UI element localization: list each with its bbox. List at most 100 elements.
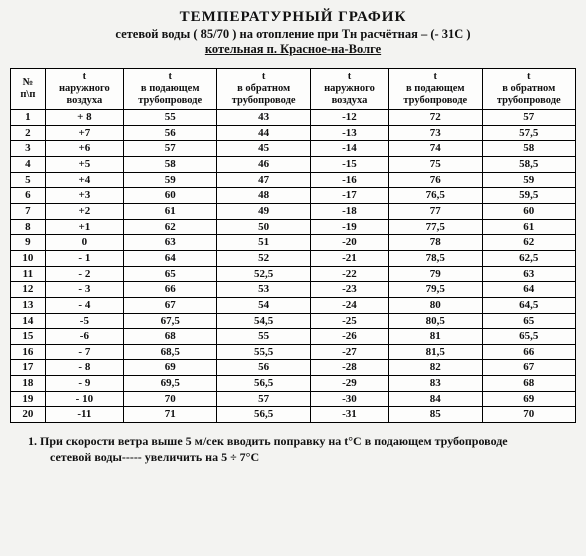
table-body: 1+ 85543-1272572+75644-137357,53+65745-1… [11,110,576,423]
table-row: 906351-207862 [11,235,576,251]
table-row: 11- 26552,5-227963 [11,266,576,282]
table-cell: 13 [11,297,46,313]
table-cell: 59 [123,172,216,188]
table-cell: 78,5 [389,250,482,266]
table-cell: 57 [123,141,216,157]
table-cell: 67,5 [123,313,216,329]
table-cell: 73 [389,125,482,141]
table-cell: 72 [389,110,482,126]
col-header: tнаружноговоздуха [310,69,388,110]
table-cell: 74 [389,141,482,157]
table-cell: -23 [310,282,388,298]
subtitle-line-1: сетевой воды ( 85/70 ) на отопление при … [10,27,576,43]
table-cell: 79,5 [389,282,482,298]
table-cell: 51 [217,235,310,251]
table-cell: 15 [11,329,46,345]
table-row: 16- 768,555,5-2781,566 [11,344,576,360]
table-cell: 54,5 [217,313,310,329]
table-cell: +5 [45,157,123,173]
table-cell: 65 [123,266,216,282]
table-cell: 62 [482,235,575,251]
table-cell: 55 [123,110,216,126]
table-cell: 7 [11,204,46,220]
table-cell: 84 [389,391,482,407]
table-cell: 64 [123,250,216,266]
table-header-row: №п\п tнаружноговоздуха tв подающемтрубоп… [11,69,576,110]
table-row: 13- 46754-248064,5 [11,297,576,313]
table-cell: -11 [45,407,123,423]
table-cell: 60 [482,204,575,220]
table-cell: -21 [310,250,388,266]
table-cell: 56,5 [217,407,310,423]
col-header: tнаружноговоздуха [45,69,123,110]
col-header: tв подающемтрубопроводе [123,69,216,110]
table-cell: 58,5 [482,157,575,173]
table-cell: -17 [310,188,388,204]
table-cell: 5 [11,172,46,188]
table-cell: 69 [123,360,216,376]
table-cell: 80 [389,297,482,313]
table-cell: -6 [45,329,123,345]
col-header: tв обратномтрубопроводе [217,69,310,110]
table-cell: 49 [217,204,310,220]
table-cell: 12 [11,282,46,298]
table-cell: - 2 [45,266,123,282]
table-cell: 11 [11,266,46,282]
table-cell: -13 [310,125,388,141]
table-cell: 55,5 [217,344,310,360]
table-cell: 71 [123,407,216,423]
table-cell: -14 [310,141,388,157]
table-cell: 66 [482,344,575,360]
table-cell: 62,5 [482,250,575,266]
table-cell: +7 [45,125,123,141]
table-cell: 80,5 [389,313,482,329]
table-cell: 76,5 [389,188,482,204]
table-cell: - 10 [45,391,123,407]
table-cell: 83 [389,376,482,392]
table-cell: +6 [45,141,123,157]
table-cell: 64,5 [482,297,575,313]
table-cell: 4 [11,157,46,173]
table-cell: -5 [45,313,123,329]
table-cell: - 8 [45,360,123,376]
table-cell: +3 [45,188,123,204]
table-cell: -28 [310,360,388,376]
table-cell: 81 [389,329,482,345]
table-cell: 52 [217,250,310,266]
table-cell: 53 [217,282,310,298]
table-cell: 67 [482,360,575,376]
table-cell: 52,5 [217,266,310,282]
table-cell: -29 [310,376,388,392]
table-row: 2+75644-137357,5 [11,125,576,141]
table-cell: 70 [123,391,216,407]
table-row: 19- 107057-308469 [11,391,576,407]
table-cell: 18 [11,376,46,392]
table-cell: -12 [310,110,388,126]
table-cell: 85 [389,407,482,423]
table-cell: -25 [310,313,388,329]
table-cell: -22 [310,266,388,282]
table-cell: -27 [310,344,388,360]
table-cell: - 3 [45,282,123,298]
table-cell: 69,5 [123,376,216,392]
table-cell: 67 [123,297,216,313]
table-cell: 10 [11,250,46,266]
table-cell: -26 [310,329,388,345]
footnote: 1. При скорости ветра выше 5 м/сек вводи… [10,433,576,465]
table-cell: 76 [389,172,482,188]
table-cell: 20 [11,407,46,423]
table-cell: -19 [310,219,388,235]
table-cell: 78 [389,235,482,251]
table-row: 18- 969,556,5-298368 [11,376,576,392]
main-title: ТЕМПЕРАТУРНЫЙ ГРАФИК [10,8,576,27]
table-row: 15-66855-268165,5 [11,329,576,345]
table-cell: 2 [11,125,46,141]
table-cell: 69 [482,391,575,407]
table-row: 17- 86956-288267 [11,360,576,376]
table-row: 5+45947-167659 [11,172,576,188]
table-cell: 68 [482,376,575,392]
table-cell: - 7 [45,344,123,360]
table-cell: + 8 [45,110,123,126]
table-cell: 63 [482,266,575,282]
table-row: 1+ 85543-127257 [11,110,576,126]
